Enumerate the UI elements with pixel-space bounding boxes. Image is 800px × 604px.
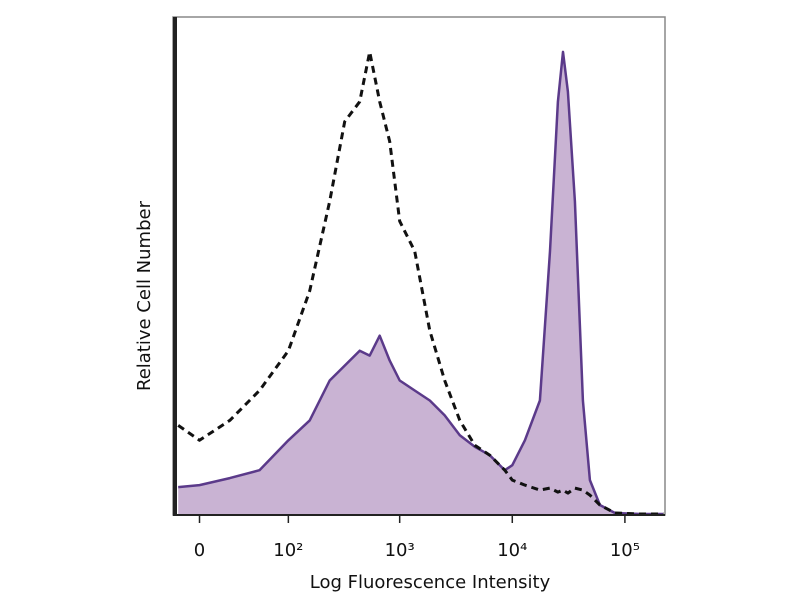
- x-tick-label: 0: [194, 540, 205, 561]
- histogram-area: [178, 51, 664, 516]
- histogram-line: [178, 50, 664, 516]
- plot-area: [177, 50, 664, 516]
- x-tick-label: 10²: [273, 540, 303, 561]
- y-axis-title: Relative Cell Number: [134, 200, 155, 391]
- histogram-line: [177, 50, 664, 516]
- x-axis-title: Log Fluorescence Intensity: [310, 572, 551, 593]
- x-tick-label: 10³: [385, 540, 415, 561]
- x-tick-label: 10⁴: [497, 540, 527, 561]
- x-tick-label: 10⁵: [610, 540, 640, 561]
